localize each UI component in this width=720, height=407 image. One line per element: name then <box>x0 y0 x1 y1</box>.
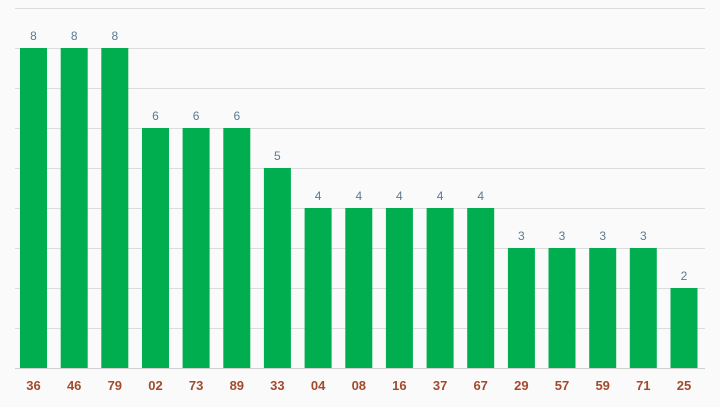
value-label-37: 4 <box>437 189 444 203</box>
bar-29 <box>507 248 535 368</box>
bar-57 <box>548 248 576 368</box>
value-label-33: 5 <box>274 149 281 163</box>
value-label-73: 6 <box>193 109 200 123</box>
x-tick-label-36: 36 <box>26 378 40 393</box>
value-label-08: 4 <box>355 189 362 203</box>
x-tick-label-67: 67 <box>473 378 487 393</box>
bar-79 <box>101 48 129 368</box>
bar-02 <box>142 128 169 368</box>
value-label-89: 6 <box>233 109 240 123</box>
value-label-67: 4 <box>477 189 484 203</box>
x-tick-label-89: 89 <box>230 378 244 393</box>
x-tick-label-71: 71 <box>636 378 650 393</box>
value-label-16: 4 <box>396 189 403 203</box>
x-tick-label-73: 73 <box>189 378 203 393</box>
x-tick-label-25: 25 <box>677 378 691 393</box>
value-label-29: 3 <box>518 229 525 243</box>
x-tick-label-37: 37 <box>433 378 447 393</box>
value-label-71: 3 <box>640 229 647 243</box>
value-label-79: 8 <box>111 29 118 43</box>
x-tick-label-04: 04 <box>311 378 326 393</box>
value-label-02: 6 <box>152 109 159 123</box>
x-tick-label-57: 57 <box>555 378 569 393</box>
bar-73 <box>182 128 210 368</box>
value-label-59: 3 <box>599 229 606 243</box>
value-label-36: 8 <box>30 29 37 43</box>
bar-33 <box>263 168 291 368</box>
x-tick-labels: 36 46 79 02 73 89 33 04 08 16 37 67 29 57 59 71 25 <box>26 378 691 393</box>
x-tick-label-08: 08 <box>352 378 366 393</box>
bar-04 <box>304 208 332 368</box>
x-tick-label-46: 46 <box>67 378 81 393</box>
x-tick-label-16: 16 <box>392 378 406 393</box>
value-labels: 8 8 8 6 6 6 5 4 4 4 4 4 3 3 3 3 2 <box>30 29 688 283</box>
bar-59 <box>589 248 617 368</box>
value-label-25: 2 <box>681 269 688 283</box>
value-label-04: 4 <box>315 189 322 203</box>
bar-67 <box>467 208 495 368</box>
bar-37 <box>426 208 454 368</box>
bar-16 <box>385 208 413 368</box>
x-tick-label-59: 59 <box>595 378 609 393</box>
bar-71 <box>629 248 657 368</box>
x-tick-label-02: 02 <box>148 378 162 393</box>
bar-08 <box>345 208 373 368</box>
bars <box>20 48 698 368</box>
value-label-46: 8 <box>71 29 78 43</box>
bar-46 <box>60 48 88 368</box>
bar-36 <box>20 48 47 368</box>
x-tick-label-29: 29 <box>514 378 528 393</box>
bar-89 <box>223 128 251 368</box>
x-tick-label-79: 79 <box>108 378 122 393</box>
x-tick-label-33: 33 <box>270 378 284 393</box>
value-label-57: 3 <box>559 229 566 243</box>
bar-25 <box>670 288 698 368</box>
